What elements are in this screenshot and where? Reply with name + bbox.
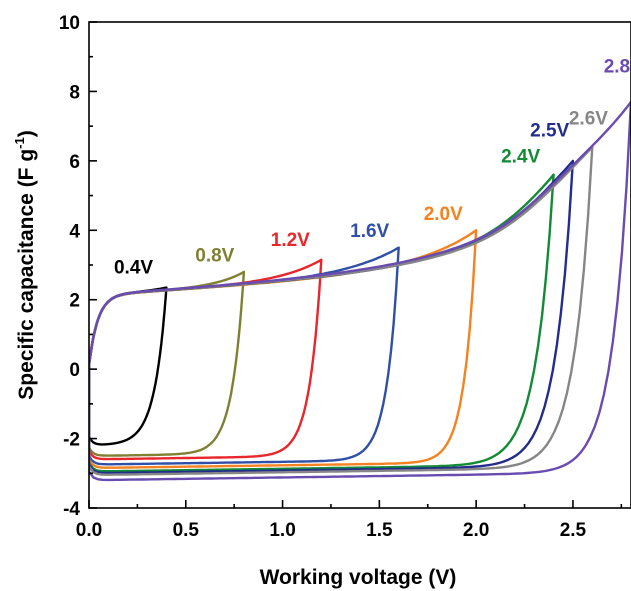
curve-label-1-2v: 1.2V [271, 230, 310, 251]
y-tick-label: 2 [69, 291, 80, 312]
x-tick-label: 2.0 [463, 520, 489, 541]
curve-label-2-8v: 2.8V [604, 56, 631, 77]
y-axis-title: Specific capacitance (F g-1) [12, 130, 38, 400]
y-tick-label: 8 [69, 82, 80, 103]
curve-label-2-6v: 2.6V [569, 108, 608, 129]
y-tick-label: -2 [63, 430, 80, 451]
cv-curve-2-4v [89, 173, 555, 473]
curve-label-0-8v: 0.8V [195, 246, 234, 267]
x-axis-title: Working voltage (V) [260, 566, 457, 589]
axis-ticks [88, 21, 623, 509]
x-tick-label: 2.5 [560, 520, 587, 541]
y-axis-title-sup: -1 [12, 137, 27, 149]
y-axis-title-close: ) [15, 130, 38, 137]
y-tick-label: 0 [69, 360, 80, 381]
curve-label-2-5v: 2.5V [530, 121, 569, 142]
curve-label-2-4v: 2.4V [501, 147, 540, 168]
curve-label-2-0v: 2.0V [424, 204, 463, 225]
axis-tick-labels: 0.0 0.5 1.0 1.5 2.0 2.5 -4 -2 0 2 4 6 8 10 [59, 13, 587, 541]
y-tick-label: 10 [59, 13, 80, 34]
cv-curve-2-8v [89, 100, 631, 482]
y-tick-label: 6 [69, 152, 80, 173]
curves-group [89, 100, 631, 482]
y-axis-title-main: Specific capacitance (F g [15, 149, 38, 400]
y-tick-label: -4 [63, 499, 80, 520]
curve-label-1-6v: 1.6V [350, 221, 389, 242]
cv-curve-2-5v [89, 159, 575, 475]
curve-label-0-4v: 0.4V [114, 258, 153, 279]
x-tick-label: 0.5 [173, 520, 200, 541]
y-tick-label: 4 [69, 221, 80, 242]
x-tick-label: 1.5 [366, 520, 393, 541]
x-tick-label: 0.0 [76, 520, 102, 541]
x-tick-label: 1.0 [269, 520, 295, 541]
cv-curve-1-2v [89, 258, 323, 461]
curve-labels: 0.4V 0.8V 1.2V 1.6V 2.0V 2.4V 2.5V2.6V 2.8V [114, 56, 631, 278]
